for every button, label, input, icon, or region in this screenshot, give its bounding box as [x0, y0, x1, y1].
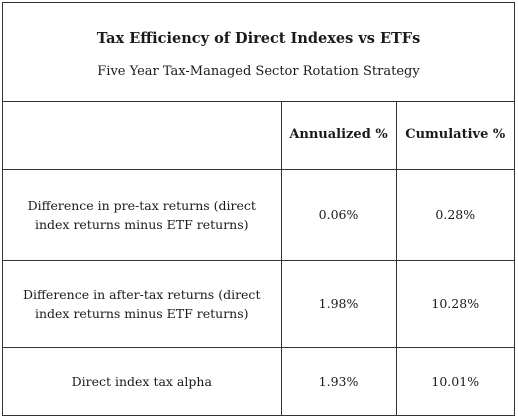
cumulative-value: 10.01% [395, 346, 514, 416]
table-row: Direct index tax alpha 1.93% 10.01% [3, 346, 514, 416]
header-cumulative: Cumulative % [395, 101, 514, 170]
header-annualized: Annualized % [280, 101, 397, 170]
table-header-row: Annualized % Cumulative % [3, 101, 514, 170]
tax-efficiency-table: Annualized % Cumulative % Difference in … [3, 101, 514, 416]
cumulative-value: 0.28% [395, 168, 514, 261]
annualized-value: 1.93% [280, 346, 397, 416]
row-label: Difference in after-tax returns (direct … [3, 259, 282, 348]
table-row: Difference in pre-tax returns (direct in… [3, 168, 514, 261]
title-block: Tax Efficiency of Direct Indexes vs ETFs… [3, 3, 514, 102]
cumulative-value: 10.28% [395, 259, 514, 348]
document-frame: Tax Efficiency of Direct Indexes vs ETFs… [2, 2, 515, 416]
annualized-value: 1.98% [280, 259, 397, 348]
table-row: Difference in after-tax returns (direct … [3, 259, 514, 348]
table-title: Tax Efficiency of Direct Indexes vs ETFs [96, 30, 421, 47]
row-label: Direct index tax alpha [3, 346, 282, 416]
annualized-value: 0.06% [280, 168, 397, 261]
row-label: Difference in pre-tax returns (direct in… [3, 168, 282, 261]
header-empty [3, 101, 282, 170]
table-subtitle: Five Year Tax-Managed Sector Rotation St… [97, 64, 420, 79]
